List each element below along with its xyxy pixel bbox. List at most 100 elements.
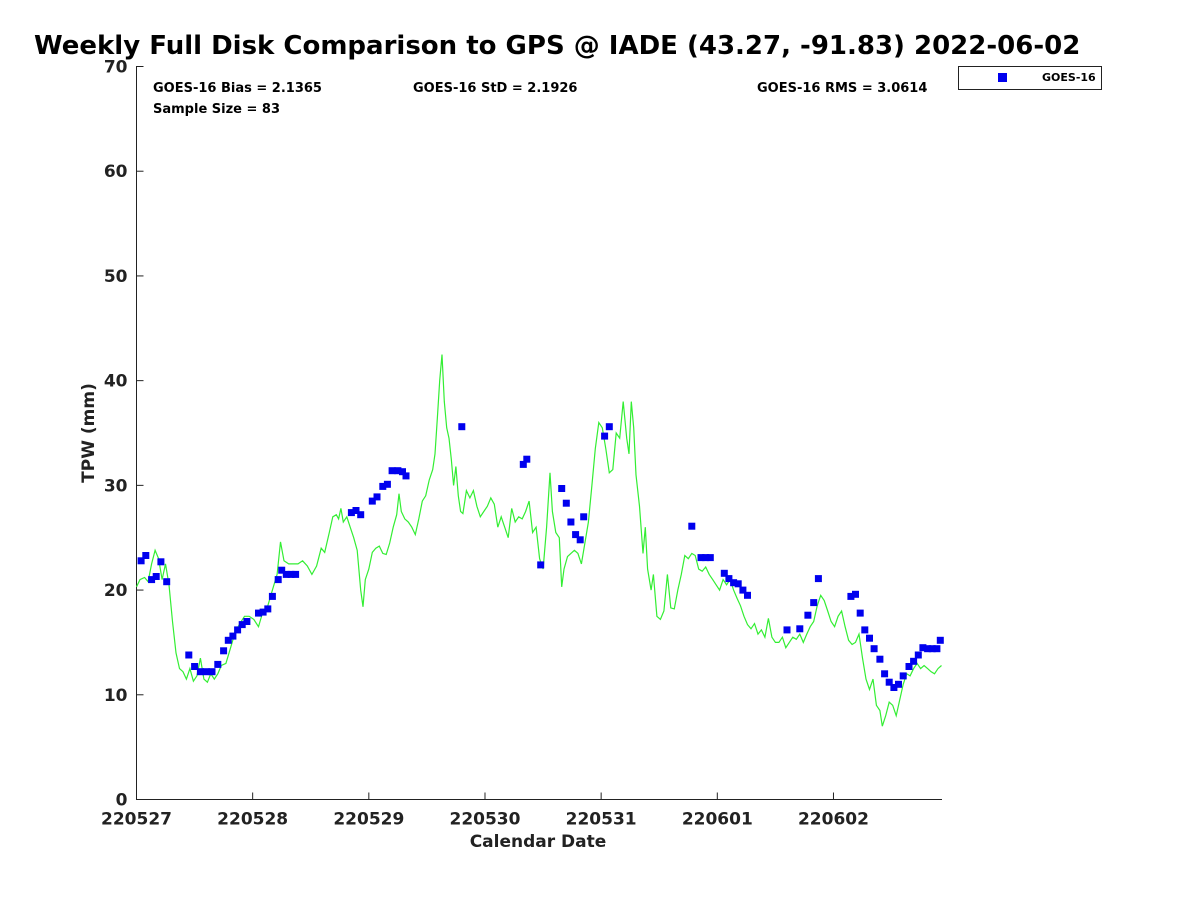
scatter-point <box>137 557 145 565</box>
scatter-point <box>919 644 927 652</box>
y-tick-label: 40 <box>104 372 128 392</box>
scatter-point <box>910 657 918 665</box>
scatter-point <box>702 554 710 562</box>
scatter-point <box>352 507 360 514</box>
scatter-point <box>605 423 613 431</box>
scatter-point <box>936 636 944 644</box>
scatter-point <box>580 513 588 521</box>
scatter-point <box>810 599 818 607</box>
scatter-point <box>739 586 747 594</box>
plot-area <box>136 66 942 800</box>
scatter-point <box>229 632 237 640</box>
scatter-point <box>572 531 580 539</box>
scatter-point <box>895 680 902 688</box>
scatter-point <box>191 663 199 670</box>
scatter-point <box>383 480 391 488</box>
scatter-point <box>394 467 402 475</box>
gps-line-series <box>135 354 942 727</box>
scatter-point <box>601 432 609 440</box>
scatter-point <box>402 472 410 480</box>
x-tick-label: 220527 <box>101 810 172 830</box>
scatter-point <box>238 621 246 629</box>
stat-bias: GOES-16 Bias = 2.1365 <box>153 81 322 96</box>
scatter-point <box>734 580 742 588</box>
legend-label-goes16: GOES-16 <box>1042 71 1096 84</box>
goes16-scatter-series <box>137 423 944 691</box>
stat-rms: GOES-16 RMS = 3.0614 <box>757 81 927 96</box>
scatter-point <box>368 497 376 505</box>
scatter-point <box>537 561 545 569</box>
x-tick-label: 220530 <box>449 810 520 830</box>
scatter-point <box>282 570 290 578</box>
scatter-point <box>861 626 869 634</box>
scatter-point <box>274 576 282 584</box>
y-tick-label: 20 <box>104 581 128 601</box>
scatter-point <box>220 647 228 655</box>
y-tick-label: 30 <box>104 476 128 496</box>
scatter-point <box>234 626 242 634</box>
y-tick-label: 0 <box>116 791 128 811</box>
x-tick-label: 220601 <box>682 810 753 830</box>
scatter-point <box>148 576 156 584</box>
scatter-point <box>567 518 575 526</box>
chart-title: Weekly Full Disk Comparison to GPS @ IAD… <box>34 31 1080 61</box>
scatter-point <box>783 626 791 634</box>
scatter-point <box>196 668 204 676</box>
scatter-point <box>744 591 751 599</box>
scatter-point <box>224 636 232 644</box>
y-axis-label: TPW (mm) <box>79 383 99 483</box>
scatter-point <box>885 678 893 686</box>
scatter-point <box>914 651 922 659</box>
scatter-point <box>214 660 222 668</box>
scatter-point <box>185 651 193 659</box>
scatter-point <box>142 552 150 559</box>
scatter-point <box>725 575 733 583</box>
scatter-point <box>163 578 171 586</box>
scatter-point <box>905 663 913 670</box>
scatter-point <box>933 645 941 653</box>
scatter-point <box>870 645 878 653</box>
scatter-point <box>881 670 889 678</box>
scatter-point <box>720 569 728 577</box>
x-tick-label: 220528 <box>217 810 288 830</box>
x-tick-label: 220531 <box>566 810 637 830</box>
scatter-point <box>804 611 812 619</box>
x-axis-ticks: 220527 220528 220529 220530 220531 220601 2206… <box>101 792 869 830</box>
scatter-point <box>928 645 936 653</box>
scatter-point <box>519 460 527 468</box>
y-tick-label: 50 <box>104 267 128 287</box>
scatter-point <box>876 655 884 663</box>
scatter-point <box>347 509 355 517</box>
scatter-point <box>523 455 531 463</box>
scatter-point <box>373 493 381 501</box>
gps-line-path <box>135 354 942 727</box>
x-tick-label: 220529 <box>333 810 404 830</box>
scatter-point <box>157 558 165 566</box>
scatter-point <box>202 668 210 676</box>
scatter-point <box>562 499 570 507</box>
scatter-point <box>264 605 272 613</box>
scatter-point <box>292 570 300 578</box>
scatter-point <box>458 423 466 431</box>
scatter-point <box>259 608 267 616</box>
y-tick-label: 10 <box>104 686 128 706</box>
scatter-point <box>243 618 251 625</box>
scatter-point <box>796 625 804 633</box>
scatter-point <box>866 634 873 642</box>
scatter-point <box>208 668 216 676</box>
x-tick-label: 220602 <box>798 810 869 830</box>
stat-std: GOES-16 StD = 2.1926 <box>413 81 577 96</box>
scatter-point <box>255 609 262 617</box>
legend: GOES-16 <box>958 66 1102 90</box>
scatter-point <box>399 468 406 476</box>
y-axis-ticks: 0 10 20 30 40 50 60 70 <box>104 58 144 811</box>
scatter-point <box>697 554 705 562</box>
scatter-point <box>379 482 387 490</box>
y-tick-label: 60 <box>104 162 128 182</box>
scatter-point <box>388 467 396 475</box>
scatter-point <box>730 579 738 587</box>
scatter-point <box>278 566 286 574</box>
x-axis-label: Calendar Date <box>470 832 607 852</box>
scatter-point <box>576 536 584 544</box>
